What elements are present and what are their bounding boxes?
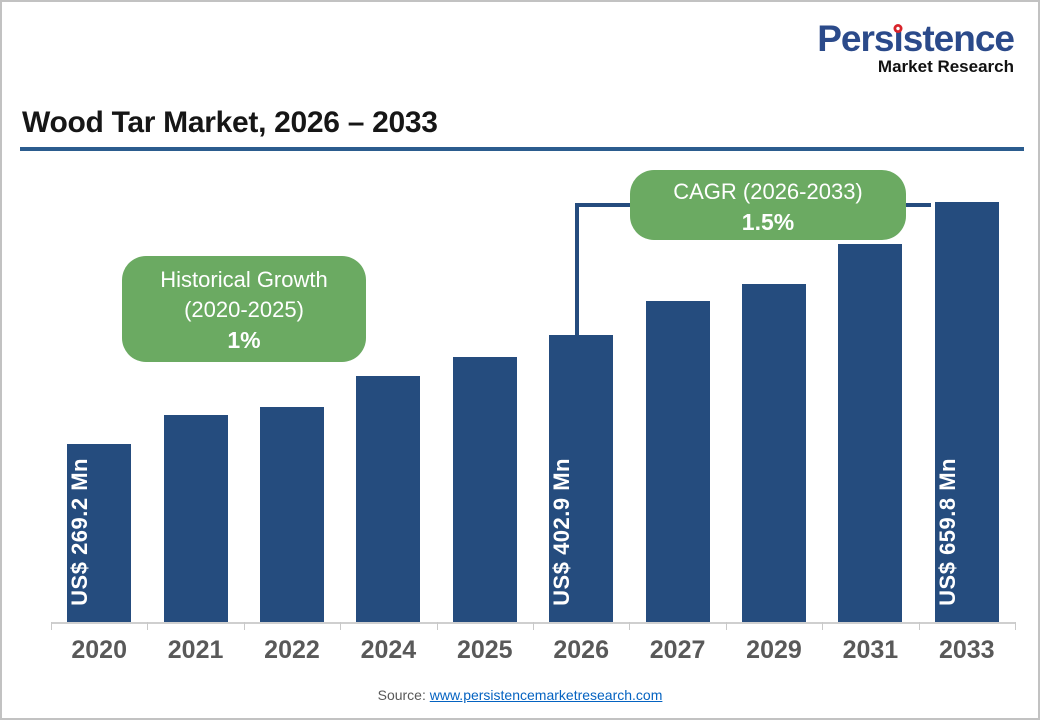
source-label: Source: (377, 687, 430, 703)
x-axis-tick (629, 622, 631, 630)
x-tick-label-2031: 2031 (842, 636, 899, 664)
x-axis-tick (533, 622, 534, 630)
x-tick-label-2026: 2026 (553, 636, 609, 664)
bar-2025 (452, 357, 517, 622)
x-axis-tick (51, 622, 52, 630)
x-axis-tick (436, 622, 438, 630)
historical-growth-line2: (2020-2025) (184, 297, 304, 322)
bar-value-label-2020: US$ 269.2 Mn (67, 458, 93, 606)
bar-2026: US$ 402.9 Mn (549, 335, 614, 622)
x-axis-tick (340, 622, 342, 630)
x-axis-tick (918, 622, 920, 630)
x-axis-tick (1015, 622, 1016, 630)
bar-2027 (645, 301, 710, 622)
logo: Persı stence Market Research (817, 18, 1015, 76)
title-underline (20, 147, 1024, 151)
historical-growth-line1: Historical Growth (160, 267, 328, 292)
bar-2033: US$ 659.8 Mn (934, 202, 999, 622)
logo-text-pre: Pers (817, 18, 894, 59)
x-tick-label-2029: 2029 (746, 636, 802, 664)
logo-letter-i: ı (893, 18, 903, 59)
source-link[interactable]: www.persistencemarketresearch.com (429, 687, 663, 703)
historical-growth-callout: Historical Growth (2020-2025) 1% (122, 256, 366, 362)
x-tick-label-2033: 2033 (938, 636, 995, 664)
cagr-line1: CAGR (2026-2033) (673, 179, 863, 204)
bar-value-label-2033: US$ 659.8 Mn (934, 458, 960, 606)
bar-2031 (838, 244, 903, 622)
x-tick-label-2027: 2027 (649, 636, 706, 664)
bar-2020: US$ 269.2 Mn (67, 444, 132, 622)
logo-text-post: stence (902, 18, 1015, 59)
x-tick-label-2025: 2025 (456, 636, 513, 664)
logo-subtitle: Market Research (877, 57, 1014, 76)
cagr-callout: CAGR (2026-2033) 1.5% (630, 170, 906, 240)
logo-wordmark: Persı stence (817, 18, 1015, 59)
x-tick-label-2022: 2022 (264, 636, 320, 664)
bar-2022 (260, 407, 324, 622)
x-axis-tick (822, 622, 824, 630)
bar-2021 (163, 415, 228, 622)
page-title: Wood Tar Market, 2026 – 2033 (22, 106, 438, 139)
x-axis-tick (725, 622, 727, 630)
x-tick-label-2020: 2020 (71, 636, 127, 664)
x-axis-tick (243, 622, 245, 630)
logo-i-dot-icon (893, 24, 903, 33)
bar-2029 (742, 284, 806, 622)
x-axis-tick (147, 622, 149, 630)
cagr-bracket-vertical-line (575, 203, 579, 337)
bar-value-label-2026: US$ 402.9 Mn (549, 458, 575, 606)
x-tick-label-2021: 2021 (167, 636, 224, 664)
historical-growth-value: 1% (227, 327, 261, 353)
bar-2024 (356, 376, 421, 622)
source-line: Source: www.persistencemarketresearch.co… (2, 687, 1038, 703)
x-tick-label-2024: 2024 (360, 636, 417, 664)
cagr-value: 1.5% (741, 209, 795, 235)
